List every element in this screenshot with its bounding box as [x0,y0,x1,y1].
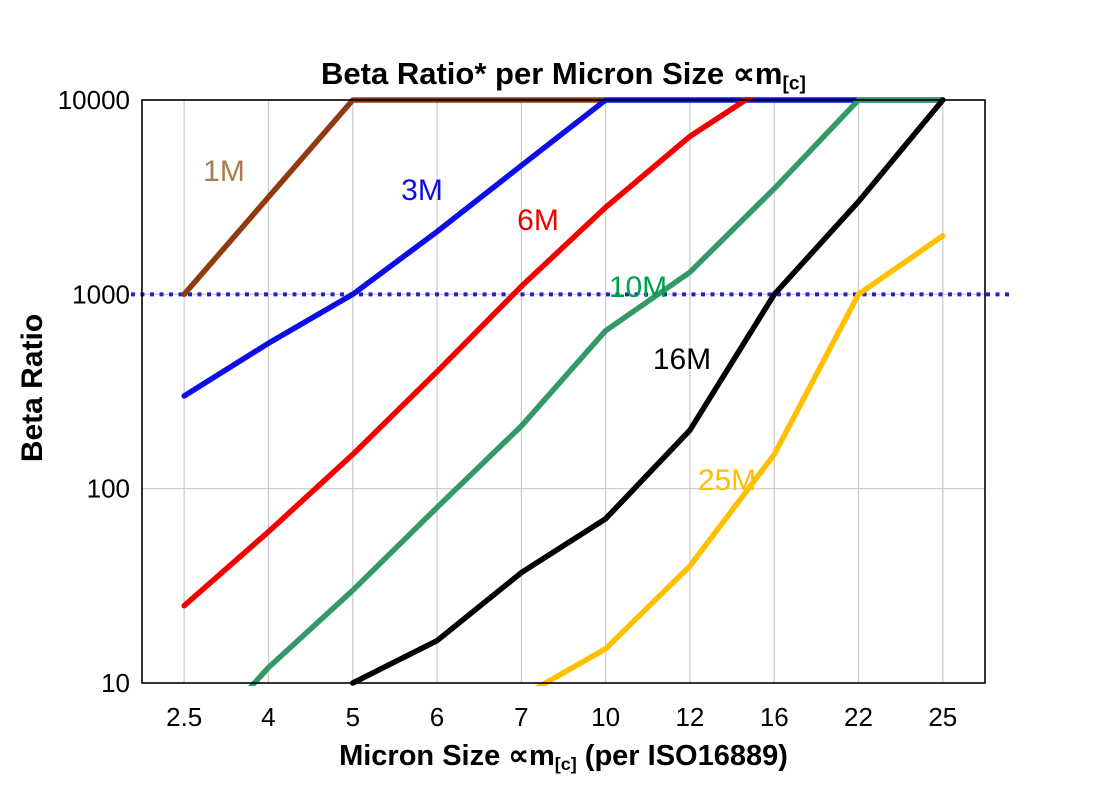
series-label-3m: 3M [401,174,443,207]
chart-title-text: Beta Ratio* per Micron Size ∝m [321,56,783,91]
y-tick-1000: 1000 [72,279,130,309]
series-label-6m: 6M [517,204,559,237]
chart-title: Beta Ratio* per Micron Size ∝m[c] [142,56,985,95]
x-axis-title-suffix: (per ISO16889) [576,740,788,772]
x-tick-2.5: 2.5 [166,702,202,732]
x-tick-16: 16 [760,702,789,732]
series-line-16m [350,97,946,686]
y-tick-10000: 10000 [58,85,130,115]
x-tick-10: 10 [591,702,620,732]
y-tick-10: 10 [101,668,130,698]
x-tick-4: 4 [261,702,275,732]
y-tick-100: 100 [87,474,130,504]
x-axis-title-subscript: [c] [554,754,577,775]
x-tick-12: 12 [675,702,704,732]
series-line-6m [181,97,756,609]
x-axis-title: Micron Size ∝m[c] (per ISO16889) [142,738,985,775]
x-tick-7: 7 [514,702,528,732]
chart-title-subscript: [c] [782,73,806,95]
series-line-10m [247,97,946,686]
series-line-25m [534,233,946,686]
gridlines [142,99,985,683]
x-tick-25: 25 [928,702,957,732]
x-tick-6: 6 [430,702,444,732]
series-label-25m: 25M [698,464,756,497]
x-axis-title-text: Micron Size ∝m [339,740,555,772]
series-lines [181,97,946,686]
series-label-10m: 10M [609,271,667,304]
plot-border [141,99,986,684]
series-label-16m: 16M [653,343,711,376]
x-tick-5: 5 [346,702,360,732]
x-tick-22: 22 [844,702,873,732]
series-label-1m: 1M [203,155,245,188]
